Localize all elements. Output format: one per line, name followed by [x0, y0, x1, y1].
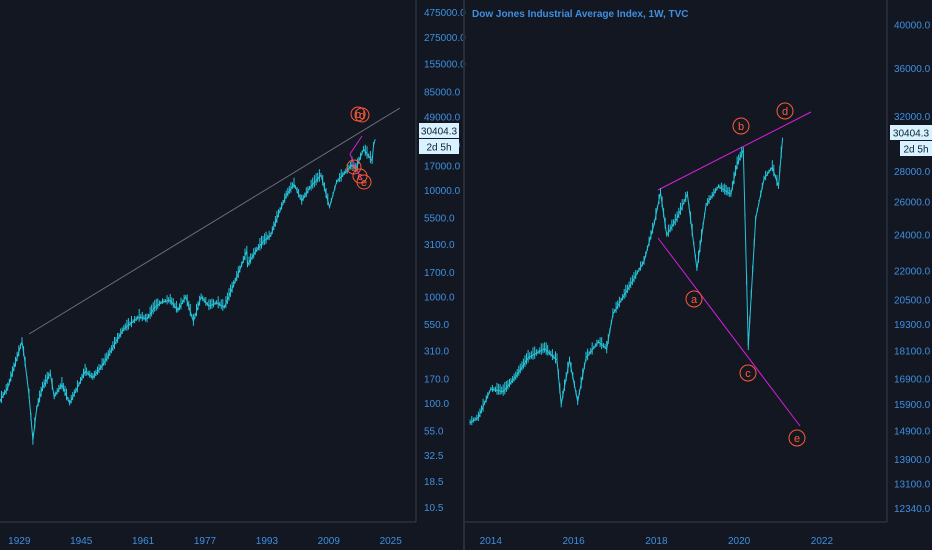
long-term-trend-line[interactable]	[28, 107, 401, 335]
left-time-tick: 1977	[194, 536, 217, 547]
right-price-tick: 14900.0	[894, 427, 931, 438]
right-price-tick: 15900.0	[894, 400, 931, 411]
right-price-tick: 32000.0	[894, 112, 931, 123]
left-time-tick: 1945	[70, 536, 93, 547]
svg-text:e: e	[361, 177, 367, 189]
left-last-price-text: 30404.3	[421, 127, 458, 138]
chart-title: Dow Jones Industrial Average Index, 1W, …	[472, 9, 689, 20]
svg-text:a: a	[691, 294, 698, 306]
right-last-price-text: 30404.3	[893, 129, 930, 140]
left-price-tick: 1700.0	[424, 268, 455, 279]
right-time-tick: 2018	[645, 536, 668, 547]
left-price-tick: 550.0	[424, 320, 449, 331]
right-countdown-badge: 2d 5h	[900, 141, 932, 156]
left-price-tick: 100.0	[424, 399, 449, 410]
left-price-tick: 155000.0	[424, 60, 466, 71]
wave-label-d: d	[354, 107, 370, 123]
right-price-tick: 18100.0	[894, 347, 931, 358]
right-price-tick: 26000.0	[894, 198, 931, 209]
left-countdown-badge: 2d 5h	[419, 139, 459, 154]
left-price-tick: 1000.0	[424, 293, 455, 304]
right-price-tick: 40000.0	[894, 20, 931, 31]
left-price-tick: 275000.0	[424, 33, 466, 44]
left-time-tick: 1961	[132, 536, 155, 547]
left-chart-panel[interactable]: bd ace 475000.0 275000.0 155000.0 85000.0 490…	[0, 0, 466, 547]
left-time-tick: 1993	[256, 536, 279, 547]
left-price-tick: 49000.0	[424, 113, 461, 124]
right-time-tick: 2014	[480, 536, 503, 547]
svg-text:d: d	[782, 106, 788, 118]
left-price-tick: 310.0	[424, 347, 449, 358]
left-countdown-text: 2d 5h	[426, 143, 451, 154]
left-wave-labels: bd ace	[346, 106, 372, 190]
svg-text:e: e	[794, 433, 800, 445]
left-time-tick: 1929	[8, 536, 31, 547]
right-price-tick: 24000.0	[894, 231, 931, 242]
right-price-tick: 28000.0	[894, 167, 931, 178]
right-price-tick: 13100.0	[894, 479, 931, 490]
left-time-axis[interactable]: 1929 1945 1961 1977 1993 2009 2025	[8, 536, 402, 547]
right-price-tick: 36000.0	[894, 64, 931, 75]
left-time-tick: 2009	[318, 536, 341, 547]
left-price-tick: 85000.0	[424, 87, 461, 98]
left-price-tick: 10000.0	[424, 186, 461, 197]
svg-text:c: c	[357, 171, 363, 183]
right-price-tick: 13900.0	[894, 455, 931, 466]
left-price-tick: 17000.0	[424, 162, 461, 173]
triangle-pattern[interactable]	[657, 111, 812, 427]
left-price-tick: 32.5	[424, 451, 444, 462]
left-price-tick: 5500.0	[424, 214, 455, 225]
svg-text:b: b	[355, 109, 361, 121]
right-price-tick: 22000.0	[894, 266, 931, 277]
right-countdown-text: 2d 5h	[903, 145, 928, 156]
right-price-axis[interactable]: 40000.0 36000.0 32000.0 28000.0 26000.0 24000…	[894, 20, 931, 515]
right-price-tick: 16900.0	[894, 375, 931, 386]
right-chart-panel[interactable]: Dow Jones Industrial Average Index, 1W, …	[465, 0, 932, 547]
svg-text:d: d	[359, 110, 365, 122]
right-price-tick: 20500.0	[894, 295, 931, 306]
right-wave-labels: a b c d e	[685, 102, 806, 447]
svg-text:a: a	[351, 162, 358, 174]
triangle-upper-line	[657, 111, 812, 191]
left-price-tick: 475000.0	[424, 8, 466, 19]
svg-text:c: c	[745, 368, 751, 380]
wave-label-b: b	[732, 117, 750, 135]
right-last-price-badge: 30404.3	[890, 125, 932, 140]
wave-label-e: e	[356, 174, 372, 190]
left-price-tick: 170.0	[424, 374, 449, 385]
svg-text:b: b	[738, 121, 744, 133]
wave-label-d: d	[776, 102, 794, 120]
right-price-tick: 19300.0	[894, 320, 931, 331]
wave-label-c: c	[739, 364, 757, 382]
left-price-tick: 18.5	[424, 477, 444, 488]
left-time-tick: 2025	[380, 536, 403, 547]
left-last-price-badge: 30404.3	[419, 123, 459, 138]
wave-label-a: a	[685, 290, 703, 308]
left-price-tick: 3100.0	[424, 240, 455, 251]
left-price-tick: 10.5	[424, 503, 444, 514]
right-time-tick: 2022	[811, 536, 834, 547]
right-time-tick: 2016	[562, 536, 585, 547]
wave-label-a: a	[346, 159, 362, 175]
wave-label-e: e	[788, 429, 806, 447]
right-price-tick: 12340.0	[894, 504, 931, 515]
right-time-axis[interactable]: 2014 2016 2018 2020 2022	[480, 536, 834, 547]
right-time-tick: 2020	[728, 536, 751, 547]
right-price-series[interactable]	[469, 137, 784, 426]
left-price-tick: 55.0	[424, 427, 444, 438]
triangle-lower-line	[657, 237, 801, 427]
left-price-series[interactable]	[0, 139, 376, 445]
